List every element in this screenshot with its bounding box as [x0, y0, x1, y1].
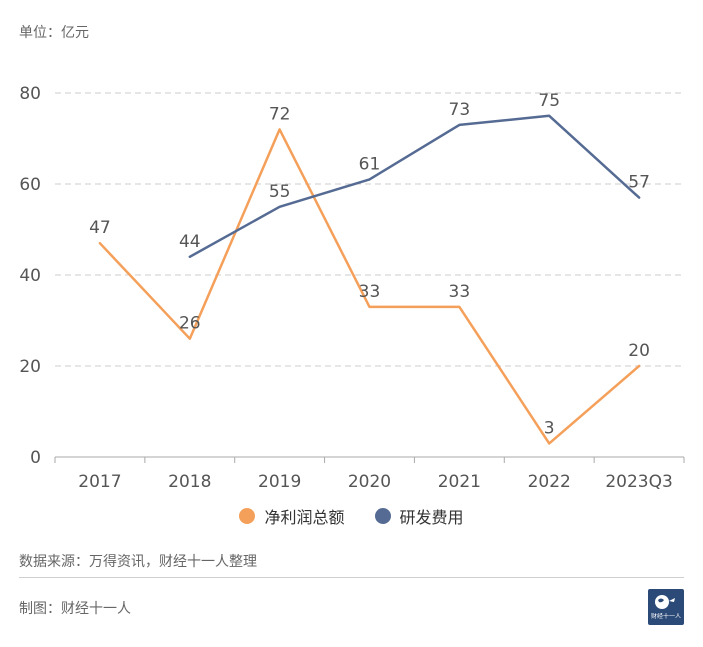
y-tick-label: 80: [19, 84, 41, 104]
series-line-1: [98, 128, 641, 445]
legend-label-net-profit: 净利润总额: [264, 508, 345, 527]
legend-item-rd-expense[interactable]: 研发费用: [374, 504, 464, 528]
x-tick-label: 2022: [528, 472, 571, 492]
data-label: 20: [628, 341, 650, 361]
brand-logo: 财经十一人: [648, 589, 684, 625]
axes: 0 20 40 60 80 2017 2018 2019 2020 2021 2022 2023Q3: [19, 84, 685, 492]
data-label: 55: [269, 182, 291, 202]
y-tick-label: 0: [30, 448, 41, 468]
x-tick-label: 2023Q3: [605, 472, 672, 492]
data-label: 47: [89, 218, 111, 238]
data-label: 26: [179, 314, 201, 334]
data-label: 33: [359, 282, 381, 302]
series-lines: [98, 114, 641, 445]
globe-icon: [655, 595, 675, 609]
y-tick-label: 20: [19, 357, 41, 377]
legend-swatch-net-profit: [239, 508, 256, 524]
series-line-2: [188, 114, 641, 259]
x-tick-label: 2019: [258, 472, 301, 492]
x-tick-label: 2017: [78, 472, 121, 492]
data-label: 73: [449, 100, 471, 120]
data-label: 75: [538, 91, 560, 111]
x-tick-label: 2018: [168, 472, 211, 492]
grid-lines: [55, 92, 684, 367]
x-tick-label: 2021: [438, 472, 481, 492]
legend-label-rd-expense: 研发费用: [399, 508, 464, 527]
legend-swatch-rd-expense: [374, 508, 391, 524]
legend-item-net-profit[interactable]: 净利润总额: [239, 504, 345, 528]
chart-credit: 制图：财经十一人: [19, 601, 131, 617]
x-tick-label: 2020: [348, 472, 391, 492]
unit-label: 单位：亿元: [19, 25, 89, 41]
data-label: 72: [269, 104, 291, 124]
data-label: 33: [449, 282, 471, 302]
divider: [19, 577, 684, 578]
y-tick-label: 60: [19, 175, 41, 195]
data-label: 44: [179, 232, 201, 252]
data-label: 61: [359, 154, 381, 174]
y-tick-label: 40: [19, 266, 41, 286]
data-source: 数据来源：万得资讯，财经十一人整理: [19, 554, 257, 570]
logo-text: 财经十一人: [650, 613, 681, 620]
data-label: 3: [544, 418, 555, 438]
data-label: 57: [628, 173, 650, 193]
legend: 净利润总额 研发费用: [0, 504, 703, 528]
